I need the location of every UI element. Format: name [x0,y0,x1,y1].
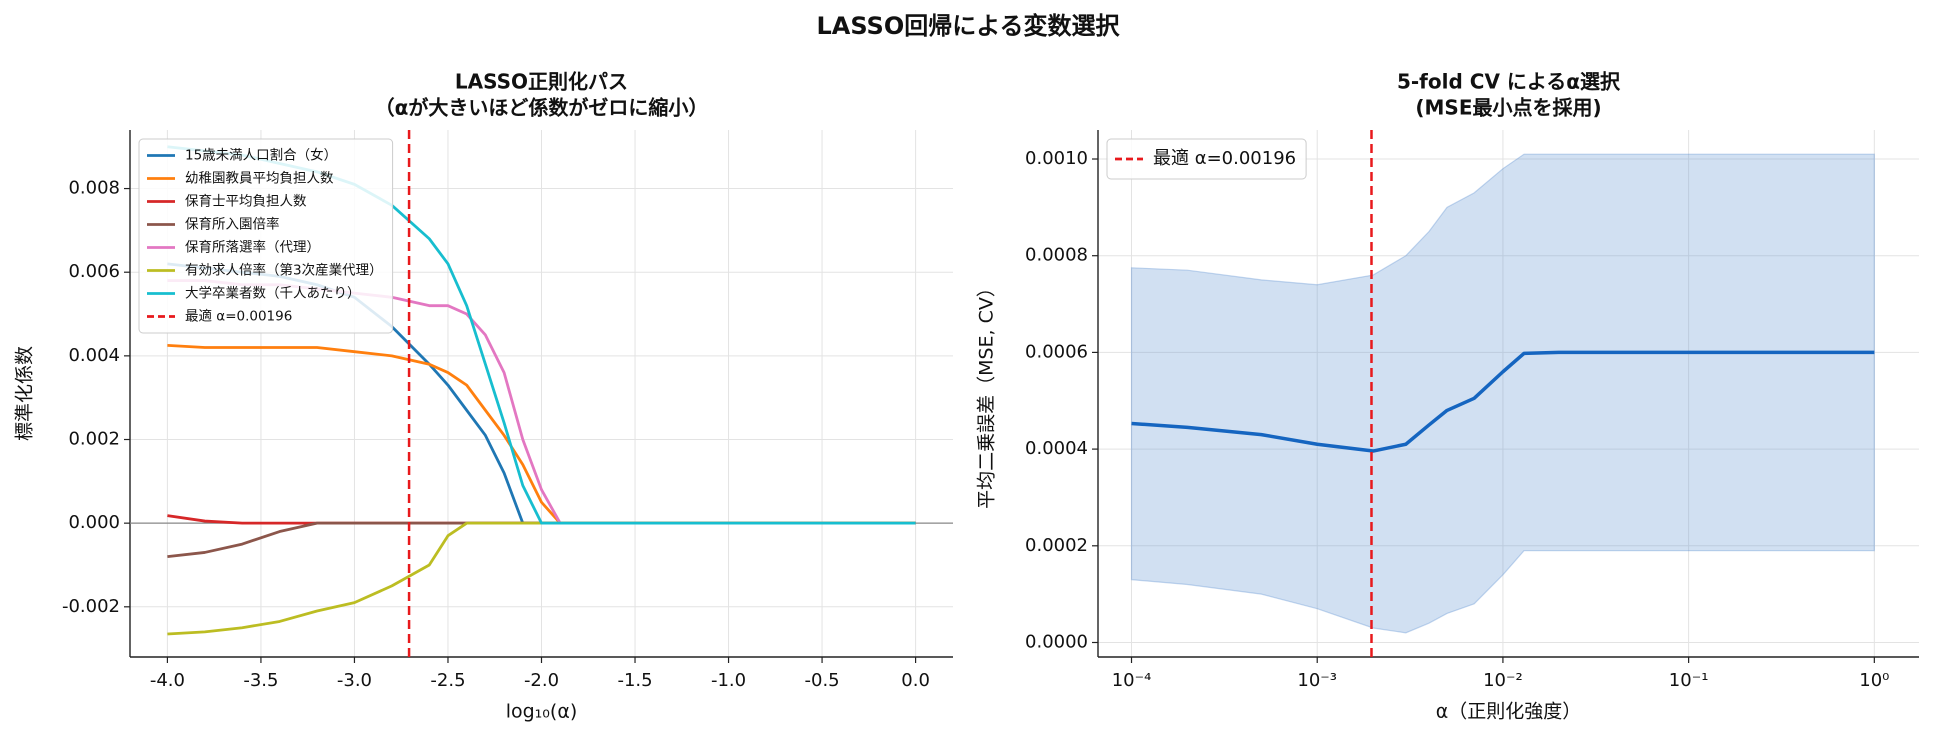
x-tick-label: 10⁻² [1483,670,1523,691]
series-line [1131,350,1875,453]
legend: 15歳未満人口割合（女） 幼稚園教員平均負担人数保育士平均負担人数保育所入園倍率保… [138,138,394,334]
chart-title: (MSE最小点を採用) [1415,96,1601,120]
x-tick-label: -4.0 [150,670,185,691]
x-tick-label: 10⁻⁴ [1112,670,1152,691]
x-tick-label: -1.0 [711,670,746,691]
y-tick-label: 0.004 [68,345,120,366]
chart-title: （αが大きいほど係数がゼロに縮小） [375,96,709,120]
x-tick-label: -1.5 [617,670,652,691]
legend-label: 保育所落選率（代理） [185,239,320,256]
legend-label: 幼稚園教員平均負担人数 [185,171,334,187]
y-tick-label: 0.0010 [1025,148,1088,169]
y-tick-label: 0.0006 [1025,341,1088,362]
y-tick-label: 0.000 [68,512,120,533]
y-tick-label: 0.002 [68,429,120,450]
legend-label: 保育所入園倍率 [185,216,280,233]
chart-title: LASSO正則化パス [455,70,628,94]
legend-box [138,138,394,334]
y-axis-label: 平均二乗誤差（MSE, CV） [976,278,998,509]
legend-label: 最適 α=0.00196 [1153,148,1296,169]
std-band [1130,153,1875,634]
x-tick-label: -0.5 [805,670,840,691]
x-tick-label: -3.0 [337,670,372,691]
x-tick-label: -2.0 [524,670,559,691]
legend-label: 15歳未満人口割合（女） [185,147,337,164]
y-tick-label: -0.002 [62,596,120,617]
y-tick-label: 0.0000 [1025,631,1088,652]
plot-area [1130,130,1875,657]
legend-label: 保育士平均負担人数 [185,194,307,210]
y-axis-label: 標準化係数 [14,346,36,441]
x-tick-label: -2.5 [430,670,465,691]
y-tick-label: 0.008 [68,178,120,199]
x-axis-label: α（正則化強度） [1436,701,1582,723]
x-tick-label: -3.5 [243,670,278,691]
x-tick-label: 10⁰ [1859,670,1889,691]
legend-label: 最適 α=0.00196 [185,308,292,325]
x-axis-label: log₁₀(α) [506,701,578,723]
x-tick-label: 10⁻³ [1297,670,1337,691]
chart-title: 5-fold CV によるα選択 [1397,70,1621,94]
y-tick-label: 0.0008 [1025,245,1088,266]
x-tick-label: 10⁻¹ [1669,670,1709,691]
y-tick-label: 0.0004 [1025,438,1088,459]
legend-box [1106,138,1307,180]
y-tick-label: 0.006 [68,261,120,282]
y-tick-label: 0.0002 [1025,535,1088,556]
legend-label: 有効求人倍率（第3次産業代理） [185,262,383,279]
suptitle: LASSO回帰による変数選択 [816,12,1120,40]
x-tick-label: 0.0 [901,670,930,691]
legend: 最適 α=0.00196 [1106,138,1307,180]
legend-label: 大学卒業者数（千人あたり） [185,286,361,302]
